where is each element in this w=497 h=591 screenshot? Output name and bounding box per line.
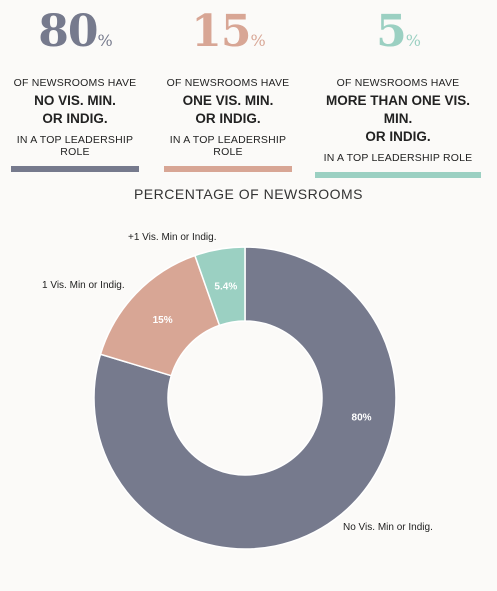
- stat-number: 80%: [38, 6, 112, 57]
- stat-one-vis-min: 15% OF NEWSROOMS HAVE ONE VIS. MIN. OR I…: [163, 6, 293, 172]
- slice-no-vis-min-or-indig: [93, 246, 397, 550]
- category-label-1-vis-min-or-indig: 1 Vis. Min or Indig.: [42, 280, 125, 291]
- stat-bold-text: OR INDIG.: [365, 129, 431, 144]
- stat-pre-text: OF NEWSROOMS HAVE: [166, 77, 290, 89]
- category-label-1-vis-min-or-indig: +1 Vis. Min or Indig.: [128, 232, 216, 243]
- stat-post-text: IN A TOP LEADERSHIP ROLE: [169, 134, 287, 158]
- category-label-no-vis-min-or-indig: No Vis. Min or Indig.: [343, 522, 433, 533]
- stat-bold-text: OR INDIG.: [42, 111, 108, 126]
- summary-stats: 80% OF NEWSROOMS HAVE NO VIS. MIN. OR IN…: [0, 0, 497, 178]
- stat-bold-text: NO VIS. MIN.: [34, 93, 116, 108]
- stat-color-bar: [164, 166, 292, 172]
- stat-pre-text: OF NEWSROOMS HAVE: [336, 77, 460, 89]
- stat-post-text: IN A TOP LEADERSHIP ROLE: [323, 152, 473, 164]
- stat-number: 5%: [376, 6, 421, 57]
- stat-pre-text: OF NEWSROOMS HAVE: [13, 77, 137, 89]
- value-label-1-vis-min-or-indig: 5.4%: [214, 282, 237, 293]
- stat-bold-text: OR INDIG.: [195, 111, 261, 126]
- stat-bold-text: MORE THAN ONE VIS. MIN.: [325, 93, 470, 126]
- slice-1-vis-min-or-indig: [193, 246, 246, 327]
- value-label-no-vis-min-or-indig: 80%: [352, 412, 372, 423]
- stat-bold-text: ONE VIS. MIN.: [182, 93, 274, 108]
- stat-color-bar: [315, 172, 481, 178]
- stat-no-vis-min: 80% OF NEWSROOMS HAVE NO VIS. MIN. OR IN…: [10, 6, 140, 172]
- stat-post-text: IN A TOP LEADERSHIP ROLE: [16, 134, 134, 158]
- stat-multi-vis-min: 5% OF NEWSROOMS HAVE MORE THAN ONE VIS. …: [313, 6, 483, 178]
- stat-number: 15%: [191, 6, 265, 57]
- chart-title: PERCENTAGE OF NEWSROOMS: [133, 186, 364, 202]
- value-label-1-vis-min-or-indig: 15%: [153, 315, 173, 326]
- stat-color-bar: [11, 166, 139, 172]
